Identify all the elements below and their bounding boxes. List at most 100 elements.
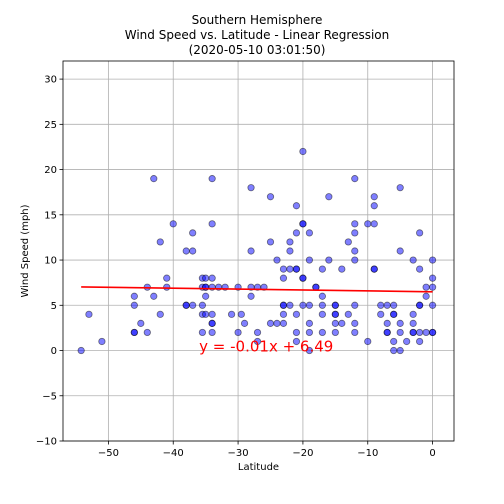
data-point: [292, 310, 301, 318]
data-point: [344, 238, 352, 246]
data-point: [429, 328, 437, 337]
data-point: [156, 238, 164, 246]
data-point: [266, 193, 275, 201]
data-point: [198, 328, 207, 337]
data-point: [253, 328, 262, 337]
y-tick-label: 25: [44, 120, 57, 131]
data-point: [279, 274, 288, 282]
data-point: [305, 301, 314, 309]
data-point: [396, 328, 404, 337]
data-point: [409, 310, 417, 318]
data-point: [156, 310, 164, 318]
data-point: [409, 319, 417, 327]
x-tick-label: −10: [357, 448, 378, 459]
data-point: [299, 274, 307, 282]
data-point: [344, 310, 352, 318]
data-point: [292, 229, 301, 237]
data-point: [416, 301, 424, 309]
data-point: [403, 337, 411, 346]
data-point: [370, 265, 378, 273]
data-point: [331, 319, 339, 327]
data-point: [396, 247, 404, 255]
y-tick-label: 0: [51, 346, 57, 357]
data-point: [370, 193, 378, 201]
data-point: [299, 147, 307, 156]
data-point: [247, 184, 255, 192]
data-point: [266, 238, 275, 246]
data-point: [318, 301, 326, 309]
regression-equation: y = -0.01x + 6.49: [199, 338, 333, 356]
data-point: [318, 328, 326, 337]
data-point: [390, 337, 398, 346]
data-point: [292, 265, 301, 273]
data-point: [325, 256, 333, 264]
data-point: [422, 328, 430, 337]
data-point: [279, 319, 288, 327]
data-point: [331, 310, 339, 318]
data-point: [305, 256, 314, 264]
data-point: [422, 292, 430, 300]
data-point: [351, 175, 359, 183]
data-point: [396, 184, 404, 192]
data-point: [325, 193, 333, 201]
data-point: [253, 337, 262, 346]
data-point: [143, 328, 151, 337]
data-point: [198, 301, 207, 309]
data-point: [383, 301, 391, 309]
data-point: [286, 238, 294, 246]
grid: [63, 61, 454, 442]
data-point: [150, 175, 158, 183]
plot-frame: [62, 60, 455, 442]
data-point: [390, 346, 398, 355]
data-point: [305, 229, 314, 237]
data-point: [338, 265, 346, 273]
data-point: [351, 319, 359, 327]
data-point: [208, 328, 216, 337]
y-axis-label: Wind Speed (mph): [20, 204, 31, 297]
data-point: [208, 220, 216, 228]
data-point: [189, 301, 197, 309]
data-point: [351, 229, 359, 237]
data-point: [351, 328, 359, 337]
data-point: [318, 292, 326, 300]
data-point: [208, 319, 216, 327]
data-point: [351, 301, 359, 309]
regression-line: [81, 286, 433, 293]
x-tick-label: 0: [429, 448, 435, 459]
x-tick-label: −20: [292, 448, 313, 459]
data-point: [279, 301, 288, 309]
data-point: [409, 256, 417, 264]
data-point: [240, 319, 249, 327]
data-point: [292, 202, 301, 210]
data-point: [163, 283, 171, 291]
data-point: [351, 256, 359, 264]
data-point: [286, 247, 294, 255]
y-tick-label: 15: [44, 210, 57, 221]
data-point: [377, 301, 385, 309]
data-point: [279, 265, 288, 273]
chart-title-line-3: (2020-05-10 03:01:50): [189, 43, 326, 57]
data-point: [396, 346, 404, 355]
y-tick-label: −10: [36, 437, 57, 448]
data-point: [182, 247, 190, 255]
data-point: [273, 256, 281, 264]
data-point: [85, 310, 93, 318]
data-point: [370, 202, 378, 210]
regression-line-group: [81, 286, 433, 293]
data-point: [279, 310, 288, 318]
chart-title: Southern Hemisphere Wind Speed vs. Latit…: [125, 13, 389, 57]
data-point: [383, 328, 391, 337]
y-tick-label: 10: [44, 256, 57, 267]
data-point: [305, 346, 314, 355]
data-point: [429, 301, 437, 309]
data-point: [377, 310, 385, 318]
data-point: [227, 310, 236, 318]
data-point: [396, 319, 404, 327]
data-point: [208, 310, 216, 318]
data-point: [77, 346, 85, 355]
data-point: [247, 247, 255, 255]
x-tick-label: −50: [98, 448, 119, 459]
data-point: [292, 328, 301, 337]
data-point: [247, 292, 255, 300]
